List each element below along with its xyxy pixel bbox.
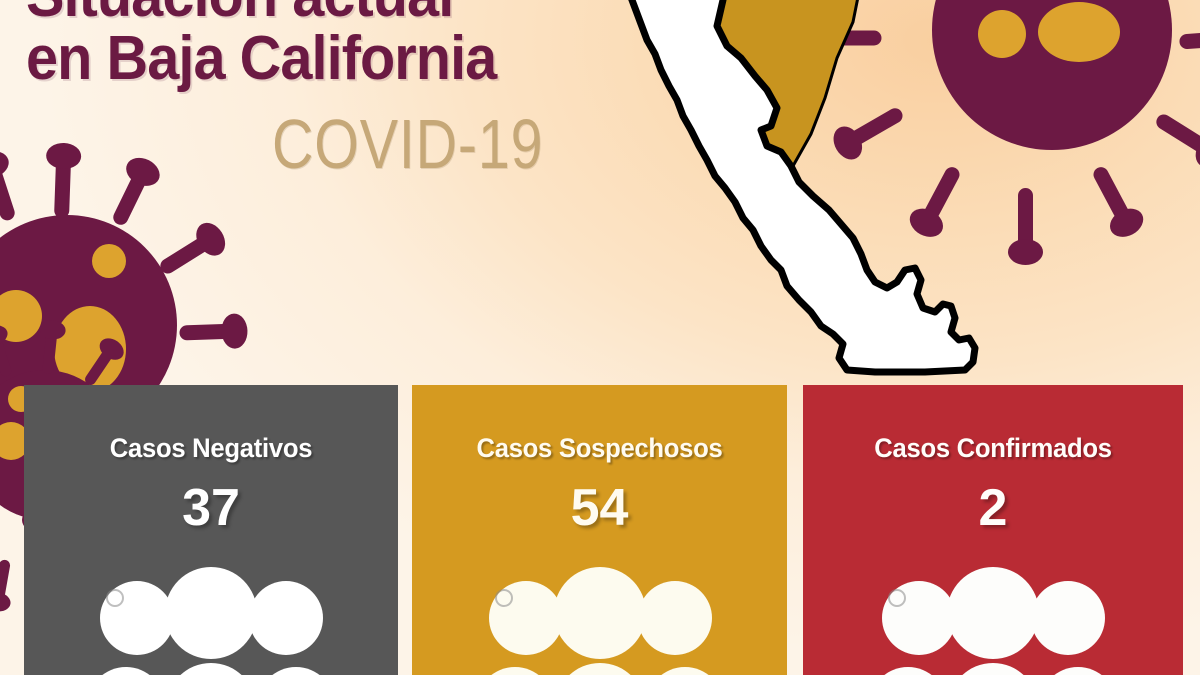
stat-card-casos-sospechosos: Casos Sospechosos 54: [412, 385, 787, 675]
page-title-line-1: Situación actual: [26, 0, 621, 27]
person-head-mark-icon: [494, 589, 513, 607]
person-head-icon: [249, 581, 323, 655]
person-head-icon: [948, 663, 1038, 675]
person-head-icon: [553, 567, 646, 659]
person-head-icon: [947, 567, 1039, 659]
covid-subtitle: COVID-19: [272, 105, 544, 183]
page-title-line-2: en Baja California: [26, 24, 497, 94]
person-head-icon: [1039, 667, 1117, 675]
people-group-icon: [24, 567, 398, 675]
stat-card-value: 2: [978, 479, 1008, 537]
stat-card-title: Casos Confirmados: [874, 433, 1112, 463]
person-head-icon: [869, 667, 947, 675]
stat-card-title: Casos Sospechosos: [476, 433, 723, 463]
person-head-icon: [87, 667, 165, 675]
person-head-icon: [475, 667, 554, 675]
person-head-icon: [637, 581, 712, 655]
person-head-mark-icon: [106, 589, 124, 607]
person-head-icon: [166, 663, 256, 675]
person-head-icon: [645, 667, 724, 675]
people-group-icon: [412, 567, 787, 675]
page-title: Situación actual en Baja California: [26, 0, 621, 90]
person-head-mark-icon: [888, 589, 906, 607]
person-head-icon: [1031, 581, 1105, 655]
person-head-icon: [165, 567, 257, 659]
stat-card-value: 37: [182, 479, 240, 537]
stat-card-value: 54: [570, 479, 629, 537]
person-head-icon: [554, 663, 645, 675]
baja-california-map: [585, 0, 1005, 390]
map-region-baja-california: [628, 0, 979, 376]
stat-card-title: Casos Negativos: [109, 433, 313, 463]
person-head-icon: [257, 667, 335, 675]
stat-card-casos-negativos: Casos Negativos 37: [24, 385, 398, 675]
people-group-icon: [803, 567, 1183, 675]
stat-card-casos-confirmados: Casos Confirmados 2: [803, 385, 1183, 675]
